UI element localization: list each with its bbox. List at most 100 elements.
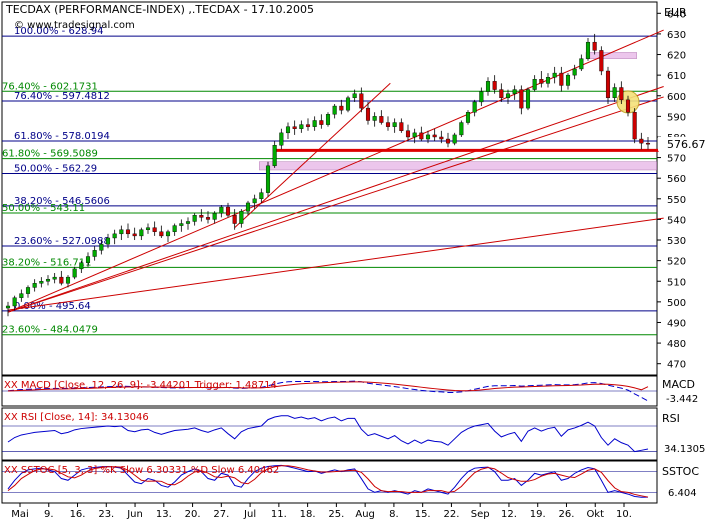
- fib-label-5: 50.00% - 562.29: [14, 163, 97, 174]
- trendline-4: [234, 82, 391, 229]
- candle-body-down: [645, 142, 651, 145]
- candle-body-up: [285, 126, 291, 134]
- price-y-tick-label: 640: [667, 9, 686, 20]
- candle-body-up: [79, 262, 84, 270]
- candle-body-down: [432, 134, 437, 138]
- candle-body-up: [165, 231, 171, 237]
- candle-body-up: [12, 297, 17, 307]
- candle-65: [439, 130, 444, 144]
- candle-body-up: [532, 79, 537, 90]
- price-y-tick-label: 520: [667, 257, 686, 268]
- candle-86: [579, 54, 584, 72]
- candle-40: [272, 141, 277, 168]
- candle-48: [325, 112, 331, 127]
- candle-body-down: [639, 138, 644, 144]
- candle-49: [332, 103, 337, 119]
- fib-label-10: 0.00% - 495.64: [14, 301, 91, 312]
- x-tick-label: 16.: [70, 509, 86, 520]
- candle-body-down: [125, 229, 131, 235]
- fib-label-7: 50.00% - 543.11: [2, 203, 85, 214]
- candle-body-down: [605, 70, 611, 99]
- candle-29: [199, 209, 204, 222]
- price-y-tick-label: 540: [667, 215, 686, 226]
- candle-body-down: [225, 206, 231, 216]
- candle-17: [119, 225, 124, 241]
- price-unit-label: EUR: [664, 6, 687, 19]
- candle-35: [239, 209, 244, 228]
- candle-45: [305, 118, 311, 131]
- candle-body-up: [505, 93, 511, 99]
- candle-90: [605, 66, 611, 104]
- candle-body-down: [619, 87, 624, 101]
- x-tick-label: 18.: [300, 509, 316, 520]
- fib-label-6: 38.20% - 546.5606: [14, 196, 110, 207]
- candle-body-up: [392, 122, 397, 127]
- candle-body-up: [145, 227, 151, 230]
- x-tick-label: Aug: [355, 509, 375, 520]
- candle-88: [592, 33, 597, 55]
- candle-32: [219, 204, 224, 218]
- candle-body-up: [45, 278, 51, 282]
- price-y-axis: 4704804905005105205305405505605705805906…: [657, 9, 686, 371]
- candle-89: [599, 46, 604, 76]
- candle-body-up: [99, 243, 104, 251]
- candle-body-down: [559, 72, 564, 86]
- candle-4: [32, 279, 37, 292]
- candle-91: [612, 83, 617, 102]
- candle-body-down: [319, 120, 324, 125]
- candle-body-up: [5, 305, 11, 309]
- price-y-tick-label: 590: [667, 112, 686, 123]
- candle-41: [279, 128, 284, 150]
- candle-34: [232, 209, 237, 230]
- x-tick-label: 23.: [98, 509, 114, 520]
- candle-6: [45, 275, 51, 286]
- candle-body-up: [119, 229, 124, 235]
- candle-body-down: [539, 79, 544, 84]
- macd-axis-label: MACD: [662, 378, 695, 391]
- candle-57: [385, 116, 391, 131]
- candle-body-down: [599, 50, 604, 72]
- candle-body-up: [239, 210, 244, 224]
- chart-source: © www.tradesignal.com: [14, 20, 135, 31]
- candle-body-down: [445, 138, 451, 144]
- candle-body-up: [352, 93, 357, 99]
- x-tick-label: Sep: [471, 509, 490, 520]
- x-tick-label: 27.: [213, 509, 229, 520]
- trendline-3: [7, 217, 664, 311]
- candle-42: [285, 122, 291, 140]
- chart-title: TECDAX (PERFORMANCE-INDEX) ,.TECDAX - 17…: [5, 3, 314, 16]
- candle-0: [5, 301, 11, 317]
- candle-body-up: [85, 256, 91, 263]
- price-zone-1: [585, 52, 637, 59]
- x-tick-label: 20.: [185, 509, 201, 520]
- price-y-tick-label: 630: [667, 30, 686, 41]
- macd-lines: [2, 380, 657, 402]
- price-y-tick-label: 510: [667, 277, 686, 288]
- candle-body-down: [519, 89, 524, 109]
- candle-body-up: [512, 89, 517, 94]
- candle-31: [212, 211, 217, 224]
- macd-lines-series-1: [7, 381, 649, 392]
- x-tick-label: Mai: [11, 509, 29, 520]
- candle-body-down: [379, 116, 384, 123]
- x-tick-label: Jun: [126, 509, 143, 520]
- candle-body-up: [39, 281, 44, 284]
- candle-5: [39, 277, 44, 288]
- candle-77: [519, 85, 524, 115]
- price-current-value-box: [658, 136, 708, 151]
- price-panel-frame: [1, 1, 658, 376]
- price-y-tick-label: 490: [667, 318, 686, 329]
- candle-body-up: [565, 74, 571, 86]
- candle-20: [139, 227, 144, 241]
- candle-70: [472, 99, 477, 117]
- candle-92: [619, 81, 624, 104]
- fib-label-0: 100.00% - 628.94: [14, 26, 103, 37]
- candle-body-up: [179, 223, 184, 226]
- candle-body-up: [245, 202, 251, 212]
- candle-8: [59, 270, 64, 286]
- rsi-panel-frame: [1, 407, 658, 461]
- candle-67: [452, 132, 457, 146]
- candle-38: [259, 188, 264, 203]
- sstoc-axis-label: SSTOC: [662, 465, 699, 478]
